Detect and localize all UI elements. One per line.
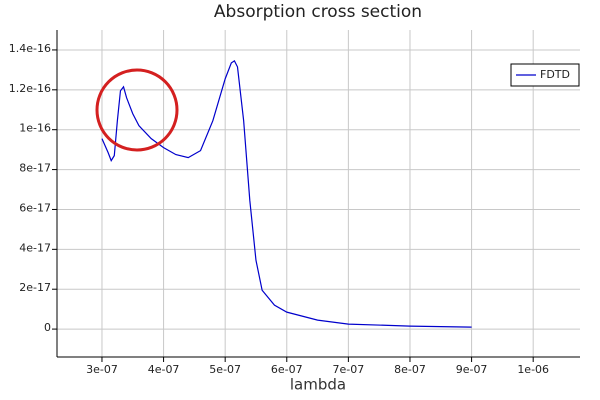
x-tick-label: 4e-07: [148, 363, 180, 376]
x-tick-label: 8e-07: [394, 363, 426, 376]
y-tick-label: 1e-16: [19, 122, 51, 135]
y-tick-label: 8e-17: [19, 162, 51, 175]
x-tick-label: 1e-06: [517, 363, 549, 376]
x-tick-label: 7e-07: [333, 363, 365, 376]
x-tick-label: 6e-07: [271, 363, 303, 376]
legend-box: [510, 63, 580, 87]
chart-title: Absorption cross section: [214, 2, 422, 22]
y-tick-label: 1.2e-16: [9, 82, 51, 95]
x-tick-label: 5e-07: [209, 363, 241, 376]
x-tick-label: 9e-07: [456, 363, 488, 376]
x-tick-label: 3e-07: [86, 363, 118, 376]
legend: FDTD: [510, 63, 580, 87]
y-tick-label: 6e-17: [19, 201, 51, 214]
data-line: [101, 60, 472, 328]
x-axis-label: lambda: [290, 376, 346, 394]
y-tick-label: 1.4e-16: [9, 42, 51, 55]
grid: [57, 30, 580, 357]
legend-label: FDTD: [540, 68, 570, 81]
y-tick-label: 4e-17: [19, 241, 51, 254]
y-tick-label: 0: [44, 321, 51, 334]
plot: [101, 60, 472, 328]
y-tick-label: 2e-17: [19, 281, 51, 294]
highlight-circle: [95, 68, 179, 152]
